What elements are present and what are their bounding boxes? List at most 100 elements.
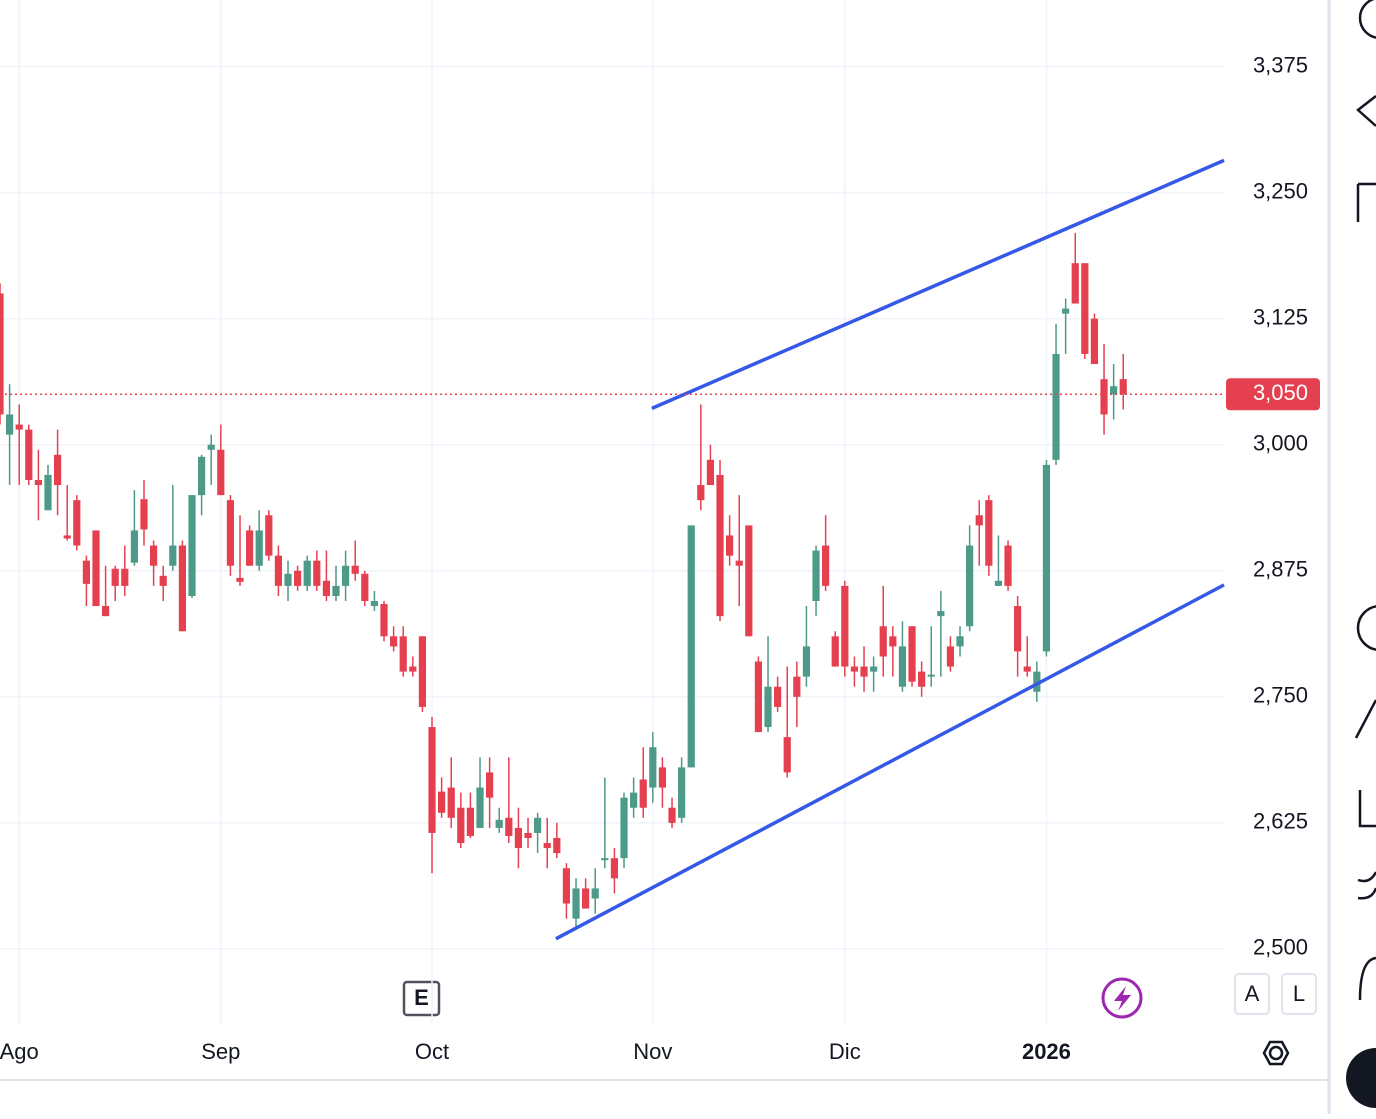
candle-body (783, 737, 791, 773)
x-tick-label: Sep (201, 1039, 240, 1064)
candle-body (553, 837, 561, 854)
candle-body (409, 666, 417, 672)
last-price-label: 3,050 (1253, 380, 1308, 405)
y-tick-label: 2,750 (1253, 683, 1308, 708)
candle-body (1033, 671, 1041, 692)
candle-body (850, 666, 859, 672)
candle-body (457, 807, 465, 844)
y-tick-label: 2,500 (1253, 935, 1308, 960)
event-marker: E (414, 985, 429, 1010)
candle-body (966, 545, 974, 627)
candle-body (946, 646, 955, 667)
candle-body (34, 480, 43, 486)
candle-body (121, 568, 129, 586)
candle-body (937, 611, 945, 617)
candle-body (706, 459, 715, 486)
candle-body (754, 661, 763, 733)
x-tick-label: 2026 (1022, 1039, 1071, 1064)
candle-body (601, 858, 609, 861)
candle-body (735, 560, 743, 566)
candle-body (975, 515, 983, 526)
candle-body (102, 606, 110, 617)
candle-body (476, 787, 484, 828)
candle-body (534, 817, 542, 833)
candle-body (1100, 379, 1108, 415)
candle-body (630, 792, 638, 808)
toolbar-icons[interactable] (1262, 0, 1376, 1066)
candle-body (591, 888, 599, 899)
candle-body (303, 560, 311, 586)
event-marker-box[interactable] (402, 980, 441, 1017)
candle-body (745, 525, 753, 637)
candle-body (313, 560, 321, 586)
candle-body (169, 545, 177, 566)
candle-body (1052, 353, 1060, 460)
candle-body (361, 573, 369, 602)
candle-body (226, 500, 235, 566)
candle-body (111, 568, 119, 586)
candle-body (217, 449, 225, 496)
candle-body (370, 601, 379, 607)
candle-body (1004, 545, 1012, 586)
scale-button-label: A (1245, 981, 1260, 1006)
candle-body (1023, 666, 1031, 672)
scale-button[interactable] (1234, 973, 1270, 1015)
candle-body (793, 676, 801, 697)
candle-body (1110, 386, 1118, 395)
y-tick-label: 2,875 (1253, 557, 1308, 582)
y-tick-label: 3,375 (1253, 52, 1308, 77)
candle-body (985, 500, 993, 566)
candle-body (879, 626, 887, 657)
candle-body (188, 495, 196, 596)
candle-body (1071, 263, 1079, 304)
candle-body (764, 686, 772, 728)
candle-body (918, 671, 926, 687)
candle-body (0, 293, 4, 415)
candle-body (610, 858, 619, 879)
last-price-box (1226, 378, 1320, 411)
candle-body (678, 767, 686, 818)
candle-body (514, 827, 523, 849)
candle-body (495, 819, 503, 828)
candle-body (130, 530, 139, 563)
right-toolbar (1330, 0, 1376, 1114)
candle-body (658, 767, 667, 788)
candle-body (399, 636, 407, 672)
candle-body (150, 545, 158, 566)
candle-body (25, 429, 33, 480)
lightning-icon[interactable] (1101, 977, 1143, 1019)
candle-body (342, 565, 350, 586)
candle-body (140, 499, 148, 530)
candle-body (178, 545, 187, 632)
candle-body (649, 747, 657, 788)
x-tick-label: Ago (0, 1039, 39, 1064)
candle-body (668, 807, 676, 823)
candle-body (898, 646, 907, 687)
candle-body (73, 500, 81, 546)
candle-body (687, 525, 695, 768)
candle-body (380, 604, 388, 637)
candle-body (274, 555, 283, 586)
candle-body (236, 577, 244, 582)
candle-body (390, 636, 398, 647)
candle-body (582, 888, 590, 909)
candle-body (639, 779, 647, 808)
candle-body (802, 646, 811, 677)
scale-button[interactable] (1281, 973, 1317, 1015)
candle-body (265, 515, 273, 556)
candle-body (466, 807, 475, 836)
y-tick-label: 3,000 (1253, 431, 1308, 456)
candle-body (447, 787, 455, 818)
candle-body (255, 530, 263, 566)
candle-body (524, 832, 532, 838)
y-tick-label: 3,125 (1253, 304, 1308, 329)
trendline (555, 583, 1225, 941)
candle-body (543, 843, 551, 849)
fab-button[interactable] (1346, 1048, 1376, 1108)
candle-body (1014, 606, 1022, 652)
candle-body (812, 550, 820, 602)
candle-body (1042, 464, 1051, 652)
candle-body (505, 817, 513, 836)
candle-body (716, 474, 724, 617)
plot (0, 0, 1225, 1025)
